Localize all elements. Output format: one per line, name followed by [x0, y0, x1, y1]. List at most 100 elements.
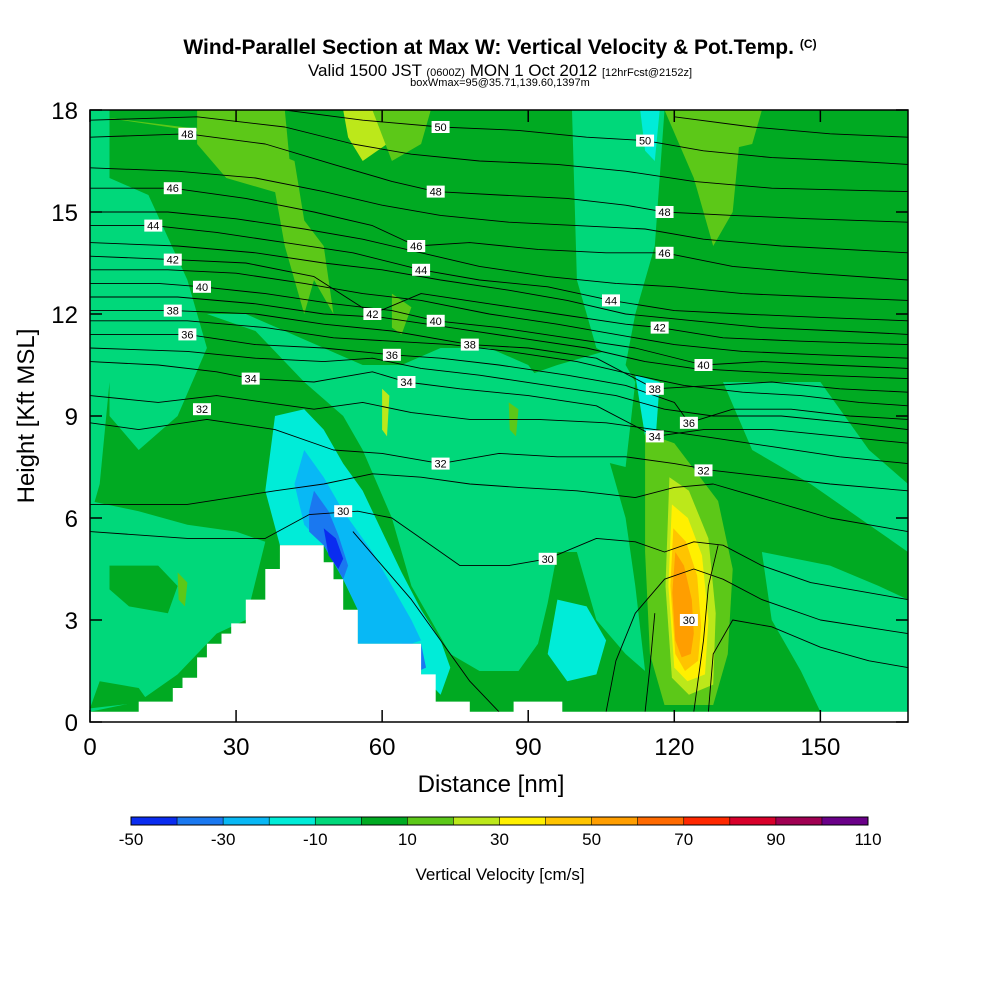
- theta-contour-17: [90, 167, 908, 254]
- theta-label-text: 42: [654, 323, 666, 335]
- theta-label-31: 30: [679, 614, 698, 627]
- x-tick-label-4: 120: [654, 734, 694, 761]
- theta-contour-24: [693, 545, 719, 712]
- theta-contour-15: [90, 211, 908, 301]
- wind-region-16: [90, 681, 149, 709]
- x-tick-label-2: 60: [369, 734, 396, 761]
- copyright-mark: (C): [799, 37, 817, 51]
- theta-contour-0: [90, 510, 908, 601]
- theta-label-text: 48: [430, 187, 442, 199]
- theta-label-18: 32: [431, 457, 450, 471]
- theta-label-text: 40: [196, 282, 208, 294]
- theta-label-21: 50: [636, 134, 655, 148]
- wind-region-5: [713, 110, 762, 151]
- theta-label-text: 32: [697, 465, 709, 477]
- theta-label-text: 34: [649, 431, 661, 443]
- colorbar-bin-4: [315, 817, 362, 825]
- theta-label-text: 30: [683, 615, 695, 627]
- chart-title-text: Wind-Parallel Section at Max W: Vertical…: [183, 36, 794, 59]
- forecast-info: [12hrFcst@2152z]: [601, 67, 693, 79]
- colorbar-tick-2: -10: [303, 830, 328, 849]
- theta-label-text: 46: [658, 248, 670, 260]
- wind-region-21: [323, 528, 344, 569]
- box-wmax-info: boxWmax=95@35.71,139.60,1397m: [410, 77, 590, 89]
- wind-region-14: [90, 501, 266, 712]
- y-tick-label-0: 0: [65, 710, 78, 737]
- theta-contour-22: [605, 568, 908, 712]
- theta-label-text: 36: [683, 418, 695, 430]
- theta-contour-6: [90, 333, 908, 424]
- theta-label-23: 46: [655, 246, 674, 260]
- theta-label-text: 46: [167, 183, 179, 195]
- x-tick-label-1: 30: [223, 734, 250, 761]
- theta-label-text: 32: [434, 459, 446, 471]
- y-tick-label-6: 18: [51, 98, 78, 125]
- theta-label-20: 30: [538, 552, 557, 566]
- colorbar-label: Vertical Velocity [cm/s]: [415, 865, 584, 884]
- colorbar-bin-11: [637, 817, 684, 825]
- theta-label-16: 36: [382, 348, 401, 362]
- theta-label-text: 40: [697, 360, 709, 372]
- theta-label-0: 48: [178, 127, 197, 141]
- colorbar-tick-8: 110: [854, 830, 881, 849]
- theta-contour-25: [644, 613, 656, 712]
- theta-contour-18: [90, 133, 908, 223]
- theta-label-30: 32: [694, 464, 713, 477]
- theta-label-29: 34: [645, 430, 664, 443]
- theta-label-text: 48: [181, 129, 193, 141]
- valid-date: MON 1 Oct 2012: [469, 61, 598, 80]
- colorbar-tick-3: 10: [398, 830, 417, 849]
- colorbar-bin-5: [361, 817, 408, 825]
- theta-label-11: 46: [407, 240, 426, 253]
- wind-region-22: [547, 599, 607, 682]
- colorbar-tick-0: -50: [119, 830, 144, 849]
- theta-label-text: 40: [430, 316, 442, 328]
- theta-label-4: 40: [192, 280, 211, 294]
- theta-label-text: 44: [415, 265, 427, 277]
- colorbar-bin-15: [821, 817, 868, 825]
- theta-label-13: 42: [363, 308, 382, 321]
- theta-label-text: 36: [386, 350, 398, 362]
- colorbar-bin-14: [775, 817, 822, 825]
- colorbar-bin-7: [453, 817, 500, 825]
- wind-region-24: [177, 572, 188, 607]
- x-tick-label-5: 150: [800, 734, 840, 761]
- theta-label-10: 48: [426, 185, 445, 199]
- y-tick-label-5: 15: [51, 200, 78, 227]
- theta-label-27: 38: [645, 382, 664, 396]
- theta-label-19: 30: [334, 505, 353, 518]
- y-tick-label-2: 6: [65, 506, 78, 533]
- wind-region-26: [382, 388, 390, 437]
- colorbar-bin-6: [407, 817, 454, 825]
- theta-label-text: 38: [649, 384, 661, 396]
- x-tick-label-0: 0: [83, 734, 96, 761]
- colorbar-bin-13: [729, 817, 776, 825]
- theta-label-text: 48: [658, 207, 670, 219]
- colorbar-tick-7: 90: [766, 830, 785, 849]
- theta-contour-14: [90, 225, 908, 322]
- contour-labels: 4846444240383634325048464442403836343230…: [144, 121, 713, 627]
- theta-contour-12: [90, 255, 908, 346]
- theta-label-text: 46: [410, 241, 422, 253]
- theta-label-26: 40: [694, 359, 713, 372]
- colorbar-bin-10: [591, 817, 638, 825]
- theta-label-24: 44: [601, 294, 620, 307]
- potential-temperature-contours: [90, 110, 908, 713]
- theta-label-8: 32: [192, 403, 211, 416]
- chart-title: Wind-Parallel Section at Max W: Vertical…: [0, 36, 1000, 60]
- theta-contour-23: [707, 619, 908, 712]
- wind-region-0: [197, 110, 334, 314]
- theta-contour-9: [90, 296, 908, 380]
- colorbar-bin-8: [499, 817, 546, 825]
- terrain-mask: [90, 545, 908, 722]
- valid-time: Valid 1500 JST: [307, 61, 422, 80]
- theta-label-14: 40: [426, 314, 445, 328]
- wind-region-12: [723, 382, 908, 552]
- vertical-velocity-fill: [90, 110, 908, 712]
- theta-label-7: 34: [241, 372, 260, 386]
- plot-area: 4846444240383634325048464442403836343230…: [90, 110, 908, 722]
- colorbar-bin-12: [683, 817, 730, 825]
- colorbar-bin-0: [131, 817, 178, 825]
- theta-label-text: 32: [196, 404, 208, 416]
